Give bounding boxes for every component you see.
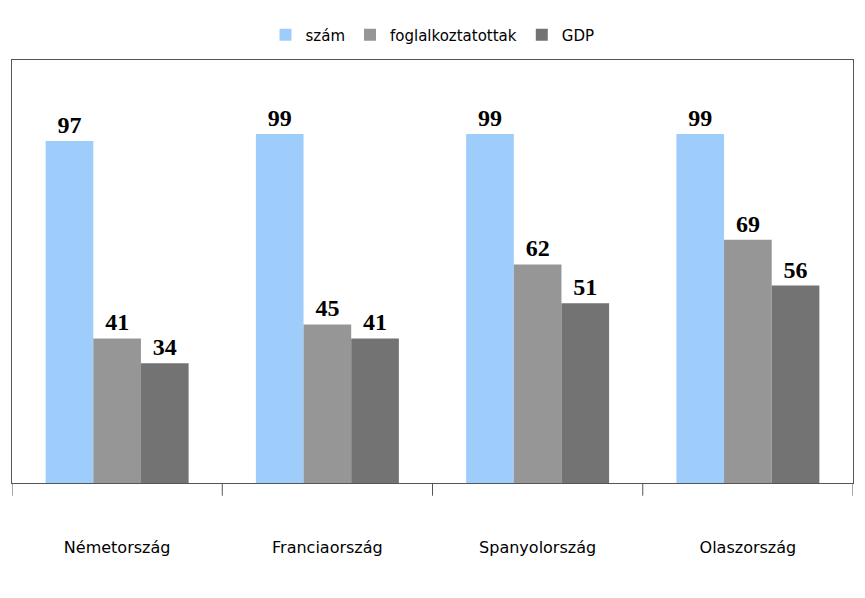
svg-text:Spanyolország: Spanyolország xyxy=(479,538,596,557)
svg-text:99: 99 xyxy=(268,105,292,131)
svg-text:56: 56 xyxy=(784,257,808,283)
svg-text:62: 62 xyxy=(526,235,550,261)
svg-text:97: 97 xyxy=(57,112,81,138)
svg-text:99: 99 xyxy=(688,105,712,131)
svg-text:51: 51 xyxy=(573,274,597,300)
svg-text:99: 99 xyxy=(478,105,502,131)
svg-text:GDP: GDP xyxy=(562,27,594,45)
svg-text:41: 41 xyxy=(105,309,129,335)
svg-text:34: 34 xyxy=(153,334,177,360)
svg-text:Olaszország: Olaszország xyxy=(700,538,797,557)
svg-text:Franciaország: Franciaország xyxy=(272,538,383,557)
svg-text:69: 69 xyxy=(736,211,760,237)
svg-text:45: 45 xyxy=(315,295,339,321)
svg-text:foglalkoztatottak: foglalkoztatottak xyxy=(390,27,517,45)
svg-text:Németország: Németország xyxy=(64,538,171,557)
svg-text:41: 41 xyxy=(363,309,387,335)
svg-text:szám: szám xyxy=(306,27,346,45)
